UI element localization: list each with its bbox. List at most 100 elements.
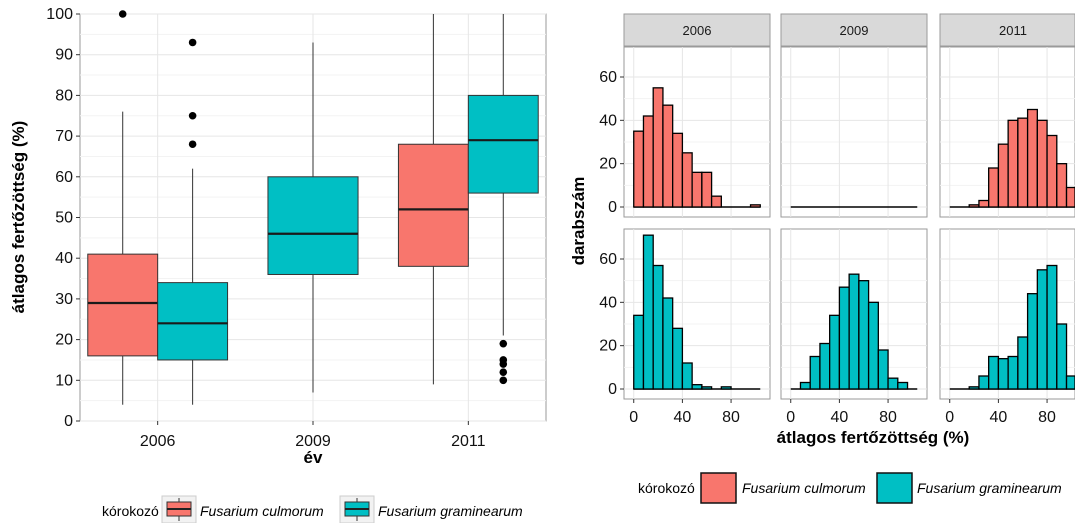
histogram-bar <box>1065 375 1075 390</box>
facet-strip-label-2006: 2006 <box>683 23 712 38</box>
box-body <box>267 176 359 275</box>
histogram-bar <box>633 314 645 390</box>
box-plot-y-tick-label: 0 <box>64 413 73 430</box>
histogram-x-tick-label: 80 <box>722 409 740 426</box>
box-2011-culmorum <box>397 14 469 385</box>
histogram-y-axis-title: darabszám <box>569 177 588 266</box>
box-plot-legend-key-culmorum <box>161 495 197 523</box>
histogram-bar <box>642 115 654 208</box>
box-2011-graminearum <box>467 14 539 385</box>
histogram-bar <box>877 349 889 390</box>
histogram-legend-label-graminearum: Fusarium graminearum <box>917 480 1062 496</box>
histogram-bar <box>681 152 693 208</box>
histogram-bar <box>633 130 645 208</box>
histogram-bar <box>968 386 980 390</box>
histogram-bar <box>1017 117 1029 208</box>
histogram-x-tick-label: 0 <box>945 409 954 426</box>
histogram-panel-2011-culmorum <box>939 46 1075 218</box>
histogram-bar <box>897 381 909 390</box>
histogram-panel-2009-culmorum <box>780 46 928 218</box>
box-plot-x-ticks: 2006 2009 2011 <box>140 421 486 450</box>
box-plot-marks <box>87 10 539 405</box>
histogram-legend-label-culmorum: Fusarium culmorum <box>742 480 866 496</box>
box-body <box>397 143 469 267</box>
histogram-bar <box>799 381 811 390</box>
histogram-bar <box>1036 119 1048 208</box>
histogram-bar <box>997 358 1009 390</box>
histogram-x-tick-label: 40 <box>674 409 692 426</box>
histogram-x-tick-label: 80 <box>1038 409 1056 426</box>
histogram-bar <box>1046 134 1058 208</box>
histogram-panels <box>623 46 1075 400</box>
histogram-x-tick-label: 40 <box>990 409 1008 426</box>
histogram-bar <box>1036 269 1048 390</box>
histogram-bar <box>829 314 841 390</box>
histogram-y-tick-label: 40 <box>599 294 617 311</box>
histogram-x-tick-label: 0 <box>786 409 795 426</box>
histogram-bar <box>848 273 860 390</box>
box-2006-culmorum <box>87 10 159 405</box>
facet-strip-2009 <box>780 13 928 47</box>
histogram-bar <box>672 132 684 208</box>
histogram-bar <box>978 199 990 208</box>
histogram-y-tick-label: 20 <box>599 338 617 355</box>
histogram-bar <box>809 355 821 390</box>
box-outlier-point <box>499 376 508 385</box>
box-plot-y-tick-label: 50 <box>55 210 73 227</box>
histogram-bar <box>1046 264 1058 390</box>
histogram-bar <box>642 234 654 390</box>
histogram-bar <box>681 362 693 390</box>
histogram-bar <box>867 301 879 390</box>
box-2009-graminearum <box>267 42 359 393</box>
histogram-bar <box>701 171 713 208</box>
histogram-y-tick-label: 60 <box>599 69 617 86</box>
box-2006-graminearum <box>157 38 229 405</box>
histogram-bar <box>652 264 664 390</box>
histogram-panel-2009-graminearum <box>780 228 928 400</box>
histogram-y-tick-label: 40 <box>599 112 617 129</box>
box-outlier-point <box>499 368 508 376</box>
histogram-bar <box>1065 186 1075 208</box>
histogram-x-tick-label: 80 <box>879 409 897 426</box>
histogram-x-tick-label: 40 <box>831 409 849 426</box>
box-plot-y-tick-label: 70 <box>55 128 73 145</box>
histogram-bar <box>978 375 990 390</box>
box-body <box>157 282 229 361</box>
histogram-bar <box>662 297 674 390</box>
facet-strip-label-2009: 2009 <box>840 23 869 38</box>
histogram-bar <box>968 204 980 208</box>
histogram-y-ticks: 0 20 40 60 0 20 40 60 <box>599 69 624 398</box>
box-plot-legend: kórokozó Fusarium culmorum Fusarium gram… <box>102 495 523 523</box>
facet-strip-label-2011: 2011 <box>999 23 1027 38</box>
box-plot-legend-label-culmorum: Fusarium culmorum <box>200 503 324 519</box>
histogram-bar <box>1007 355 1019 390</box>
histogram-bar <box>701 386 713 390</box>
histogram-bar <box>887 377 899 390</box>
box-plot-legend-key-graminearum <box>339 495 375 523</box>
histogram-panel-background <box>780 46 928 218</box>
box-outlier-point <box>188 140 197 149</box>
histogram-x-axis-title: átlagos fertőzöttség (%) <box>777 428 970 447</box>
box-plot-y-axis-title: átlagos fertőzöttség (%) <box>9 121 28 314</box>
histogram-bar <box>1056 323 1068 390</box>
facet-strip-2011 <box>939 13 1075 47</box>
histogram-bar <box>1026 108 1038 208</box>
box-outlier-point <box>188 111 197 120</box>
facet-strip-2006 <box>623 13 771 47</box>
box-plot-x-tick-label: 2006 <box>140 433 176 450</box>
box-body <box>87 253 159 357</box>
box-plot-y-tick-label: 80 <box>55 87 73 104</box>
histogram-bar <box>997 143 1009 208</box>
histogram-x-tick-label: 0 <box>629 409 638 426</box>
histogram-bar <box>652 87 664 208</box>
box-plot-legend-label-graminearum: Fusarium graminearum <box>378 503 523 519</box>
histogram-strips: 2006 2009 2011 <box>623 13 1075 47</box>
box-plot-y-tick-label: 60 <box>55 169 73 186</box>
histogram-y-tick-label: 0 <box>608 381 617 398</box>
box-outlier-point <box>499 339 508 348</box>
box-plot-y-ticks: 0 10 20 30 40 50 60 70 80 90 100 <box>46 6 80 430</box>
histogram-bar <box>720 386 732 390</box>
histogram-y-tick-label: 60 <box>599 251 617 268</box>
histogram-panel-2011-graminearum <box>939 228 1075 400</box>
histogram-bar <box>691 171 703 208</box>
